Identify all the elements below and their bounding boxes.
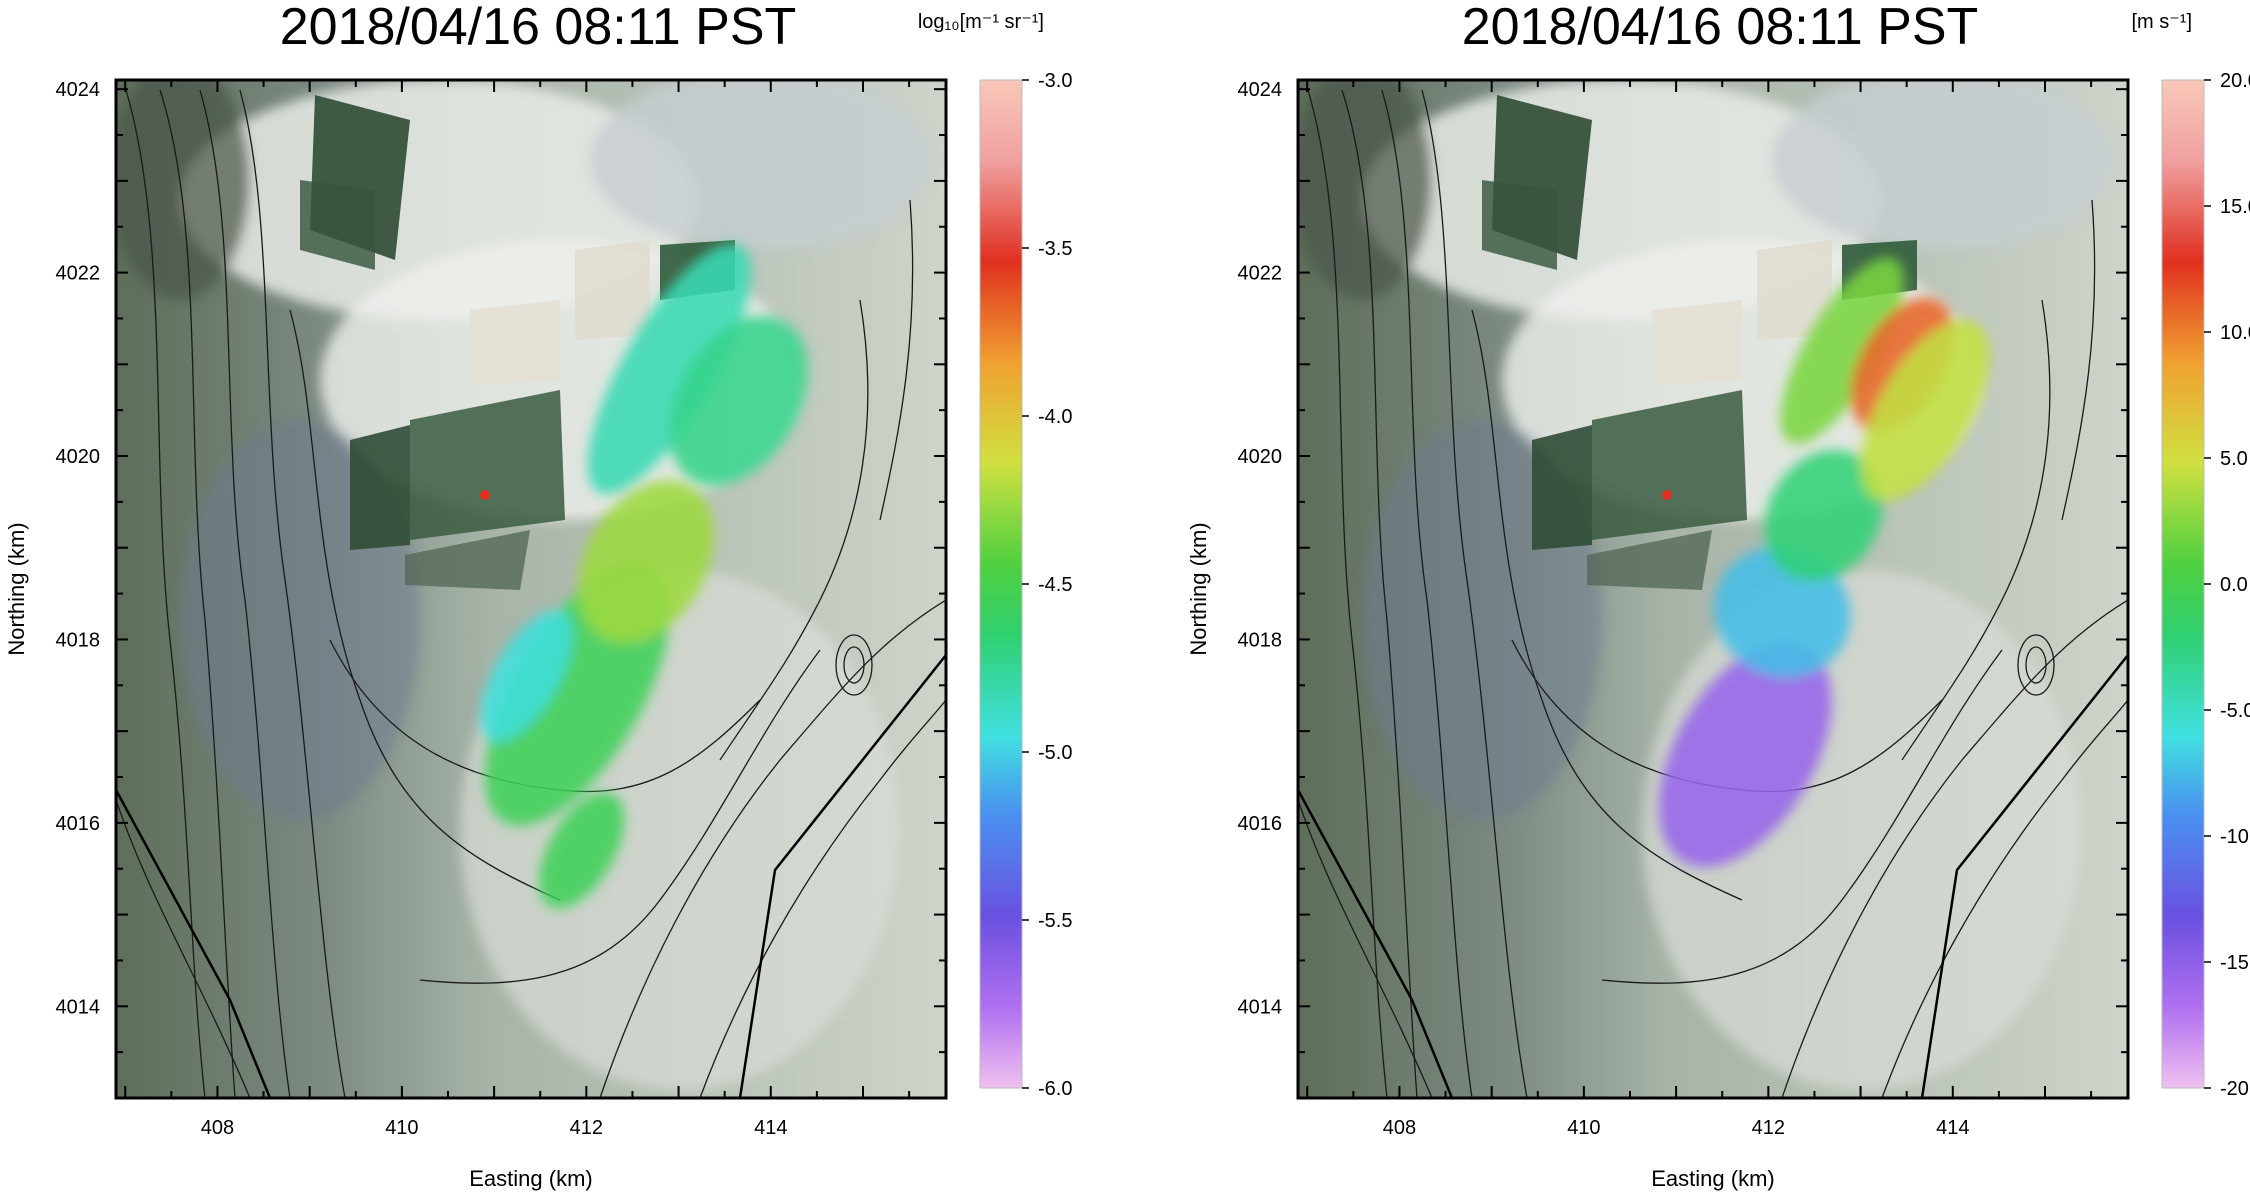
y-tick-label: 4024 xyxy=(56,79,101,101)
y-axis-label: Northing (km) xyxy=(4,522,29,655)
y-tick-label: 4014 xyxy=(1238,996,1283,1018)
terrain-contours xyxy=(116,89,946,1098)
colorbar-ticks: 20.0 15.0 10.0 5.0 0.0 -5.0 -10.0 -15.0 -20.0 xyxy=(2204,70,2250,1100)
map-area xyxy=(116,80,946,1098)
colorbar-tick-label: -6.0 xyxy=(1038,1078,1072,1100)
colorbar-unit-label: [m s⁻¹] xyxy=(2131,11,2192,33)
panel-title: 2018/04/16 08:11 PST xyxy=(1462,0,1979,56)
lidar-plume-layer xyxy=(480,243,808,909)
x-axis-label: Easting (km) xyxy=(469,1166,592,1191)
y-tick-label: 4024 xyxy=(1238,79,1283,101)
map-area xyxy=(1298,80,2128,1098)
y-tick-label: 4014 xyxy=(56,996,101,1018)
boundary-lines xyxy=(1298,654,2128,1098)
colorbar-tick-label: -20.0 xyxy=(2220,1078,2250,1100)
x-tick-label: 412 xyxy=(1752,1117,1785,1139)
y-tick-label: 4016 xyxy=(56,813,101,835)
panel-radial-velocity: 2018/04/16 08:11 PST Northing (km) Easti… xyxy=(1186,0,2250,1191)
lidar-plume-layer xyxy=(1659,257,1990,867)
colorbar-tick-label: -5.0 xyxy=(1038,742,1072,764)
site-marker xyxy=(1662,490,1672,500)
colorbar-tick-label: -15.0 xyxy=(2220,952,2250,974)
y-tick-label: 4020 xyxy=(1238,446,1283,468)
plume-region xyxy=(1860,319,1990,501)
y-tick-label: 4016 xyxy=(1238,813,1283,835)
panel-backscatter: 2018/04/16 08:11 PST Northing (km) Easti… xyxy=(4,0,1072,1191)
colorbar-ticks: -3.0 -3.5 -4.0 -4.5 -5.0 -5.5 -6.0 xyxy=(1022,70,1072,1100)
plume-region xyxy=(539,792,625,909)
plume-region xyxy=(480,610,573,742)
colorbar-tick-label: 20.0 xyxy=(2220,70,2250,92)
colorbar-tick-label: -4.0 xyxy=(1038,406,1072,428)
y-tick-label: 4022 xyxy=(1238,263,1283,285)
x-tick-label: 408 xyxy=(1383,1117,1416,1139)
x-tick-label: 410 xyxy=(385,1117,418,1139)
colorbar-tick-label: -3.0 xyxy=(1038,70,1072,92)
y-axis-label: Northing (km) xyxy=(1186,522,1211,655)
plume-region xyxy=(587,243,751,495)
colorbar-tick-label: 0.0 xyxy=(2220,574,2248,596)
crop-fields xyxy=(1482,95,1917,590)
plume-region xyxy=(1780,257,1904,444)
colorbar-ramp xyxy=(979,79,1023,1089)
x-tick-label: 414 xyxy=(754,1117,787,1139)
panel-title: 2018/04/16 08:11 PST xyxy=(280,0,797,56)
y-tick-label: 4022 xyxy=(56,263,101,285)
colorbar-tick-label: -5.5 xyxy=(1038,910,1072,932)
colorbar-unit-label: log₁₀[m⁻¹ sr⁻¹] xyxy=(918,11,1044,33)
plume-region xyxy=(1659,641,1832,867)
terrain-contours xyxy=(1298,89,2128,1098)
x-tick-label: 414 xyxy=(1936,1117,1969,1139)
x-tick-label: 408 xyxy=(201,1117,234,1139)
x-tick-label: 410 xyxy=(1567,1117,1600,1139)
colorbar-tick-label: 15.0 xyxy=(2220,196,2250,218)
plot-frame xyxy=(1296,78,2130,1100)
y-tick-label: 4018 xyxy=(56,629,101,651)
colorbar: 20.0 15.0 10.0 5.0 0.0 -5.0 -10.0 -15.0 -20.0 xyxy=(2161,70,2250,1100)
plot-frame xyxy=(114,78,948,1100)
colorbar-tick-label: -4.5 xyxy=(1038,574,1072,596)
colorbar-tick-label: 5.0 xyxy=(2220,448,2248,470)
colorbar-ramp xyxy=(2161,79,2205,1089)
colorbar-tick-label: 10.0 xyxy=(2220,322,2250,344)
plume-region xyxy=(1764,449,1883,582)
plume-region xyxy=(578,480,715,643)
x-tick-label: 412 xyxy=(570,1117,603,1139)
y-tick-label: 4020 xyxy=(56,446,101,468)
boundary-lines xyxy=(116,654,946,1098)
y-tick-label: 4018 xyxy=(1238,629,1283,651)
colorbar-tick-label: -5.0 xyxy=(2220,700,2250,722)
colorbar-tick-label: -3.5 xyxy=(1038,238,1072,260)
plume-region xyxy=(669,316,808,486)
x-axis-label: Easting (km) xyxy=(1651,1166,1774,1191)
x-axis: 408 410 412 414 xyxy=(124,80,911,1139)
y-axis: 4014 4016 4018 4020 4022 4024 xyxy=(1238,79,2128,1099)
colorbar: -3.0 -3.5 -4.0 -4.5 -5.0 -5.5 -6.0 xyxy=(979,70,1072,1100)
site-marker xyxy=(480,490,490,500)
x-axis: 408 410 412 414 xyxy=(1306,80,2093,1139)
colorbar-tick-label: -10.0 xyxy=(2220,826,2250,848)
y-axis: 4014 4016 4018 4020 4022 4024 xyxy=(56,79,946,1099)
